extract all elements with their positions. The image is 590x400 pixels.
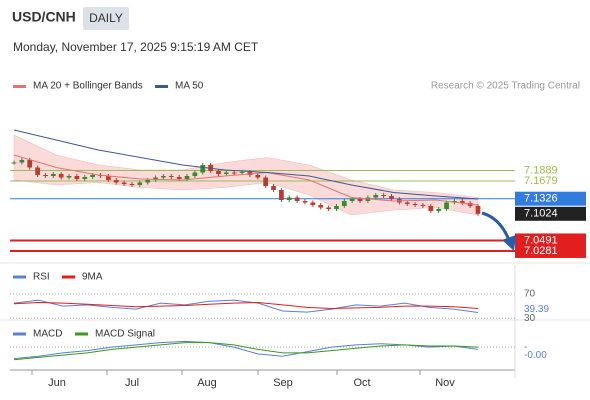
x-tick-label: Oct [353, 377, 370, 389]
candle-body [153, 177, 158, 180]
candle-body [35, 167, 40, 175]
candle-body [310, 202, 316, 205]
legend-swatch [155, 85, 168, 88]
candle-body [341, 201, 347, 206]
level-label: 7.0491 [524, 234, 558, 246]
candle-body [19, 160, 25, 163]
legend-swatch [62, 275, 75, 279]
candle-body [279, 190, 284, 200]
candle-body [286, 197, 292, 200]
datetime: Monday, November 17, 2025 9:15:19 AM CET [13, 40, 259, 54]
candle-body [357, 199, 363, 201]
candle-body [223, 172, 229, 174]
candle-body [475, 206, 481, 214]
candle-body [263, 177, 269, 186]
candle-body [113, 180, 119, 183]
candle-body [168, 176, 174, 177]
candle-body [129, 184, 135, 185]
candle-body [231, 172, 237, 174]
legend-swatch [13, 85, 26, 88]
candle-body [184, 176, 190, 179]
candle-body [255, 175, 261, 178]
candle-body [161, 176, 166, 178]
candle-body [66, 176, 72, 178]
candle-body [381, 195, 386, 196]
legend-label: MACD Signal [95, 329, 155, 340]
rsi-value: 39.39 [524, 304, 549, 315]
candle-body [404, 202, 410, 204]
candle-body [192, 172, 198, 176]
candle-body [27, 160, 33, 168]
candle-body [216, 171, 221, 174]
level-label: 7.1679 [524, 175, 558, 187]
legend-label: MA 50 [175, 81, 204, 92]
symbol: USD/CNH [12, 9, 76, 25]
credit: Research © 2025 Trading Central [431, 81, 580, 92]
candle-body [121, 182, 127, 184]
level-label: 7.1889 [524, 164, 558, 176]
level-label: 7.1024 [524, 208, 558, 220]
y-tick-label: - [524, 342, 527, 353]
indicator-line [13, 340, 479, 360]
level-box [515, 191, 586, 206]
candle-body [200, 165, 206, 173]
candle-body [74, 176, 80, 179]
candle-body [302, 201, 308, 203]
candle-body [420, 205, 426, 206]
legend-swatch [75, 332, 88, 336]
candle-body [459, 201, 465, 203]
candle-body [444, 202, 449, 209]
candle-body [50, 174, 56, 176]
x-tick-label: Sep [273, 377, 293, 389]
candle-body [11, 162, 17, 164]
candle-body [82, 177, 88, 179]
candle-body [326, 207, 331, 209]
legend-swatch [13, 275, 26, 279]
level-box [515, 243, 586, 258]
forecast-arrowhead [502, 235, 516, 251]
indicator-line [13, 301, 479, 310]
candle-body [106, 176, 111, 180]
y-tick-label: 30 [524, 313, 536, 324]
level-box [515, 206, 586, 221]
legend-swatch [13, 332, 26, 336]
period-badge [83, 7, 129, 30]
period: DAILY [89, 11, 123, 25]
candle-body [137, 182, 143, 185]
candle-body [334, 206, 339, 209]
candle-body [176, 177, 182, 179]
x-tick-label: Jun [48, 377, 66, 389]
candle-body [271, 186, 276, 190]
candle-body [43, 175, 48, 176]
candle-body [389, 196, 394, 199]
indicator-line [13, 342, 479, 361]
macd-value: -0.00 [524, 350, 547, 361]
candle-body [90, 175, 96, 177]
level-label: 7.1326 [524, 193, 558, 205]
candle-body [318, 205, 324, 208]
ma50-line [13, 129, 479, 200]
legend-label: RSI [33, 272, 50, 283]
indicator-line [13, 299, 479, 314]
x-tick-label: Jul [125, 377, 139, 389]
y-tick-label: 70 [524, 289, 536, 300]
candle-body [412, 204, 418, 205]
legend-label: 9MA [82, 272, 103, 283]
candle-body [428, 206, 434, 211]
candle-body [294, 197, 300, 201]
level-label: 7.0281 [524, 245, 558, 257]
candle-body [436, 209, 442, 211]
x-tick-label: Aug [197, 377, 217, 389]
forecast-arrow [481, 211, 511, 241]
candle-body [239, 172, 245, 173]
legend-label: MACD [33, 329, 62, 340]
candle-body [145, 180, 151, 183]
candle-body [58, 174, 64, 178]
candle-body [373, 195, 379, 198]
candle-body [349, 199, 355, 201]
legend-label: MA 20 + Bollinger Bands [33, 81, 143, 92]
ma20-line [13, 154, 479, 206]
x-tick-label: Nov [435, 377, 455, 389]
